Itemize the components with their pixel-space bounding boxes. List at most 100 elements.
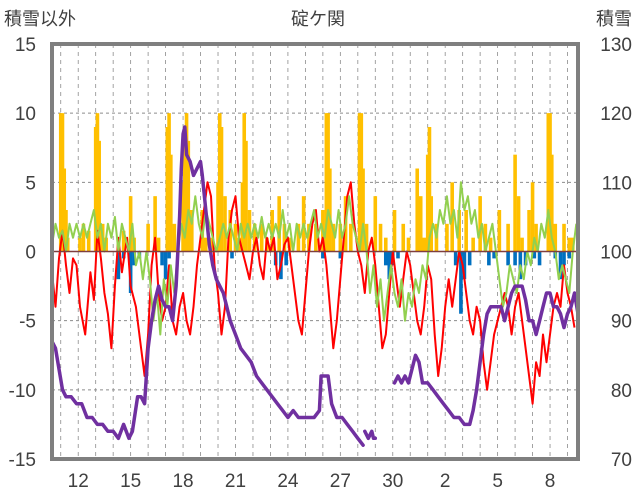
yellow-bar	[270, 210, 274, 252]
purple-line-segment	[363, 429, 378, 441]
yellow-bar	[464, 210, 468, 252]
yellow-bar	[203, 237, 208, 252]
gridlines	[52, 44, 578, 459]
right-tick-label: 90	[611, 312, 632, 333]
yellow-bar	[296, 223, 301, 252]
right-tick-label: 110	[602, 173, 632, 194]
yellow-bar	[549, 154, 554, 252]
yellow-bar	[562, 223, 566, 252]
left-tick-label: 10	[15, 104, 36, 125]
yellow-bar	[445, 223, 449, 252]
blue-bar	[160, 251, 164, 266]
yellow-bar	[86, 230, 91, 252]
purple-line-segment	[50, 125, 365, 447]
yellow-bar	[392, 210, 397, 252]
x-axis-ticks: 12 15 18 21 24 27 30 2 5 8	[68, 471, 556, 492]
yellow-bar	[422, 237, 427, 252]
blue-bar	[116, 251, 121, 280]
purple-line-segment	[392, 284, 580, 427]
yellow-bar	[259, 223, 264, 252]
left-tick-label: 15	[15, 35, 36, 56]
yellow-bar	[121, 230, 126, 252]
left-tick-label: 5	[25, 173, 36, 194]
yellow-bar	[328, 168, 332, 252]
left-tick-label: -10	[9, 381, 36, 402]
yellow-bar	[128, 196, 133, 252]
left-tick-label: -5	[19, 312, 36, 333]
right-tick-label: 100	[600, 243, 632, 264]
blue-bar	[558, 251, 563, 280]
blue-bar	[513, 251, 517, 266]
x-tick-label: 12	[68, 471, 89, 492]
blue-bar	[396, 251, 400, 259]
purple-series	[50, 125, 580, 447]
yellow-bar	[223, 196, 227, 252]
yellow-bar	[553, 223, 558, 252]
x-tick-label: 8	[545, 471, 556, 492]
yellow-bar	[331, 223, 336, 252]
blue-bar	[453, 251, 458, 266]
yellow-bar	[156, 237, 161, 252]
blue-bar	[562, 251, 566, 266]
plot-frame	[50, 42, 580, 461]
blue-bar	[467, 251, 472, 266]
yellow-bar	[471, 237, 475, 252]
yellow-bar	[520, 237, 524, 252]
blue-bar	[567, 251, 572, 259]
x-tick-label: 30	[382, 471, 403, 492]
yellow-bar	[219, 127, 224, 252]
blue-bar	[284, 251, 288, 266]
yellow-bar	[513, 154, 517, 252]
left-axis-ticks: 15 10 5 0 -5 -10 -15	[9, 35, 36, 471]
yellow-bar	[567, 237, 572, 252]
blue-bar	[537, 251, 542, 266]
yellow-bar	[338, 223, 343, 252]
yellow-bar	[349, 223, 353, 252]
left-tick-label: -15	[9, 450, 36, 471]
yellow-bar	[307, 223, 311, 252]
yellow-bars	[58, 113, 575, 252]
yellow-bar	[186, 140, 191, 252]
blue-bar	[338, 251, 343, 259]
yellow-bar	[418, 196, 423, 252]
yellow-bar	[497, 210, 502, 252]
blue-bar	[128, 251, 133, 293]
x-tick-label: 18	[172, 471, 193, 492]
yellow-bar	[146, 223, 150, 252]
x-tick-label: 21	[225, 471, 246, 492]
left-axis-title: 積雪以外	[4, 9, 76, 30]
x-tick-label: 27	[330, 471, 351, 492]
x-tick-label: 2	[440, 471, 451, 492]
yellow-bar	[277, 196, 281, 252]
yellow-bar	[401, 223, 406, 252]
right-tick-label: 70	[611, 450, 632, 471]
yellow-bar	[153, 196, 157, 252]
right-axis-ticks: 130 120 110 100 90 80 70	[600, 35, 632, 471]
blue-bar	[321, 251, 325, 259]
blue-bar	[163, 251, 168, 280]
yellow-bar	[516, 196, 521, 252]
yellow-bar	[169, 154, 173, 252]
yellow-bar	[244, 140, 248, 252]
right-tick-label: 130	[600, 35, 632, 56]
yellow-bar	[427, 127, 432, 252]
x-tick-label: 5	[492, 471, 503, 492]
yellow-bar	[364, 223, 369, 252]
yellow-bar	[406, 237, 411, 252]
x-tick-label: 24	[277, 471, 299, 492]
yellow-bar	[78, 237, 82, 252]
blue-bar	[167, 251, 171, 259]
yellow-bar	[415, 168, 420, 252]
yellow-bar	[483, 223, 488, 252]
yellow-bar	[361, 168, 365, 252]
yellow-bar	[383, 237, 388, 252]
yellow-bar	[534, 223, 538, 252]
blue-bar	[506, 251, 510, 266]
blue-bar	[459, 251, 463, 314]
blue-bar	[230, 251, 234, 259]
yellow-bar	[314, 223, 318, 252]
yellow-bar	[373, 196, 378, 252]
yellow-bar	[252, 223, 257, 252]
yellow-bar	[527, 210, 531, 252]
